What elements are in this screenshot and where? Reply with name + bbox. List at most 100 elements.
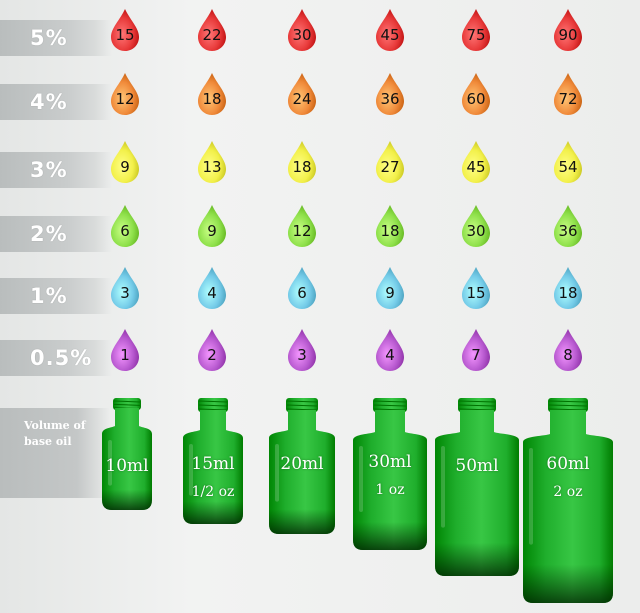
drop-count: 54 <box>558 158 578 176</box>
percent-label-band: 1% <box>0 278 112 314</box>
droplet-shape <box>198 267 226 309</box>
drop-count: 18 <box>202 90 222 108</box>
bottle-shape <box>183 398 243 524</box>
percent-label: 1% <box>30 284 68 308</box>
droplet-icon: 60 <box>459 72 493 116</box>
droplet-shape <box>198 9 226 51</box>
droplet-shape <box>111 141 139 183</box>
percent-label-band: 2% <box>0 216 112 252</box>
drop-count: 13 <box>202 158 222 176</box>
droplet-icon: 27 <box>373 140 407 184</box>
droplet-shape <box>462 205 490 247</box>
droplet-shape <box>198 329 226 371</box>
droplet-shape <box>288 73 316 115</box>
droplet-icon: 12 <box>108 72 142 116</box>
drop-count: 18 <box>558 284 578 302</box>
bottle-ounce-label: 1 oz <box>375 482 405 498</box>
bottle-volume-label: 60ml <box>546 454 590 474</box>
drop-count: 45 <box>466 158 486 176</box>
droplet-icon: 4 <box>195 266 229 310</box>
drop-count: 18 <box>380 222 400 240</box>
percent-label: 5% <box>30 26 68 50</box>
droplet-shape <box>288 205 316 247</box>
bottle-ounce-label: 2 oz <box>553 484 583 500</box>
droplet-shape <box>288 329 316 371</box>
drop-count: 90 <box>558 26 578 44</box>
bottle-icon: 15ml 1/2 oz <box>181 396 245 526</box>
droplet-icon: 75 <box>459 8 493 52</box>
bottle-shape <box>523 398 613 603</box>
drop-count: 4 <box>385 346 395 364</box>
droplet-icon: 1 <box>108 328 142 372</box>
droplet-icon: 6 <box>285 266 319 310</box>
drop-count: 45 <box>380 26 400 44</box>
bottle-shape <box>353 398 427 550</box>
drop-count: 2 <box>207 346 217 364</box>
drop-count: 36 <box>558 222 578 240</box>
droplet-icon: 18 <box>195 72 229 116</box>
drop-count: 4 <box>207 284 217 302</box>
droplet-shape <box>462 9 490 51</box>
droplet-shape <box>554 205 582 247</box>
bottle-icon: 60ml 2 oz <box>521 396 615 605</box>
bottle-icon: 50ml <box>433 396 521 578</box>
droplet-shape <box>376 73 404 115</box>
drop-count: 15 <box>115 26 135 44</box>
droplet-shape <box>288 267 316 309</box>
droplet-shape <box>554 141 582 183</box>
drop-count: 22 <box>202 26 222 44</box>
droplet-shape <box>111 329 139 371</box>
drop-count: 6 <box>120 222 130 240</box>
bottle-shape <box>269 398 335 534</box>
droplet-icon: 54 <box>551 140 585 184</box>
droplet-shape <box>111 267 139 309</box>
droplet-shape <box>554 267 582 309</box>
drop-count: 60 <box>466 90 486 108</box>
bottle-shape <box>102 398 152 510</box>
droplet-icon: 45 <box>373 8 407 52</box>
droplet-shape <box>554 73 582 115</box>
volume-label-band <box>0 408 110 498</box>
drop-count: 75 <box>466 26 486 44</box>
bottle-volume-label: 20ml <box>280 454 324 474</box>
drop-count: 6 <box>297 284 307 302</box>
droplet-shape <box>462 267 490 309</box>
percent-label: 2% <box>30 222 68 246</box>
droplet-icon: 36 <box>551 204 585 248</box>
droplet-shape <box>376 267 404 309</box>
droplet-icon: 18 <box>373 204 407 248</box>
droplet-icon: 36 <box>373 72 407 116</box>
bottle-icon: 30ml 1 oz <box>351 396 429 552</box>
droplet-icon: 9 <box>195 204 229 248</box>
droplet-icon: 18 <box>285 140 319 184</box>
droplet-shape <box>376 9 404 51</box>
droplet-icon: 30 <box>285 8 319 52</box>
percent-label: 4% <box>30 90 68 114</box>
drop-count: 30 <box>466 222 486 240</box>
percent-label-band: 4% <box>0 84 112 120</box>
droplet-icon: 15 <box>459 266 493 310</box>
bottle-volume-label: 15ml <box>191 454 235 474</box>
drop-count: 7 <box>471 346 481 364</box>
percent-label: 0.5% <box>30 346 93 370</box>
drop-count: 9 <box>120 158 130 176</box>
drop-count: 9 <box>385 284 395 302</box>
droplet-shape <box>111 9 139 51</box>
drop-count: 72 <box>558 90 578 108</box>
droplet-icon: 8 <box>551 328 585 372</box>
droplet-icon: 72 <box>551 72 585 116</box>
drop-count: 18 <box>292 158 312 176</box>
droplet-shape <box>554 329 582 371</box>
droplet-shape <box>376 205 404 247</box>
drop-count: 3 <box>120 284 130 302</box>
droplet-shape <box>288 141 316 183</box>
droplet-shape <box>198 141 226 183</box>
droplet-icon: 30 <box>459 204 493 248</box>
drop-count: 3 <box>297 346 307 364</box>
drop-count: 8 <box>563 346 573 364</box>
drop-count: 12 <box>292 222 312 240</box>
bottle-icon: 10ml <box>100 396 154 512</box>
droplet-icon: 3 <box>285 328 319 372</box>
droplet-icon: 4 <box>373 328 407 372</box>
